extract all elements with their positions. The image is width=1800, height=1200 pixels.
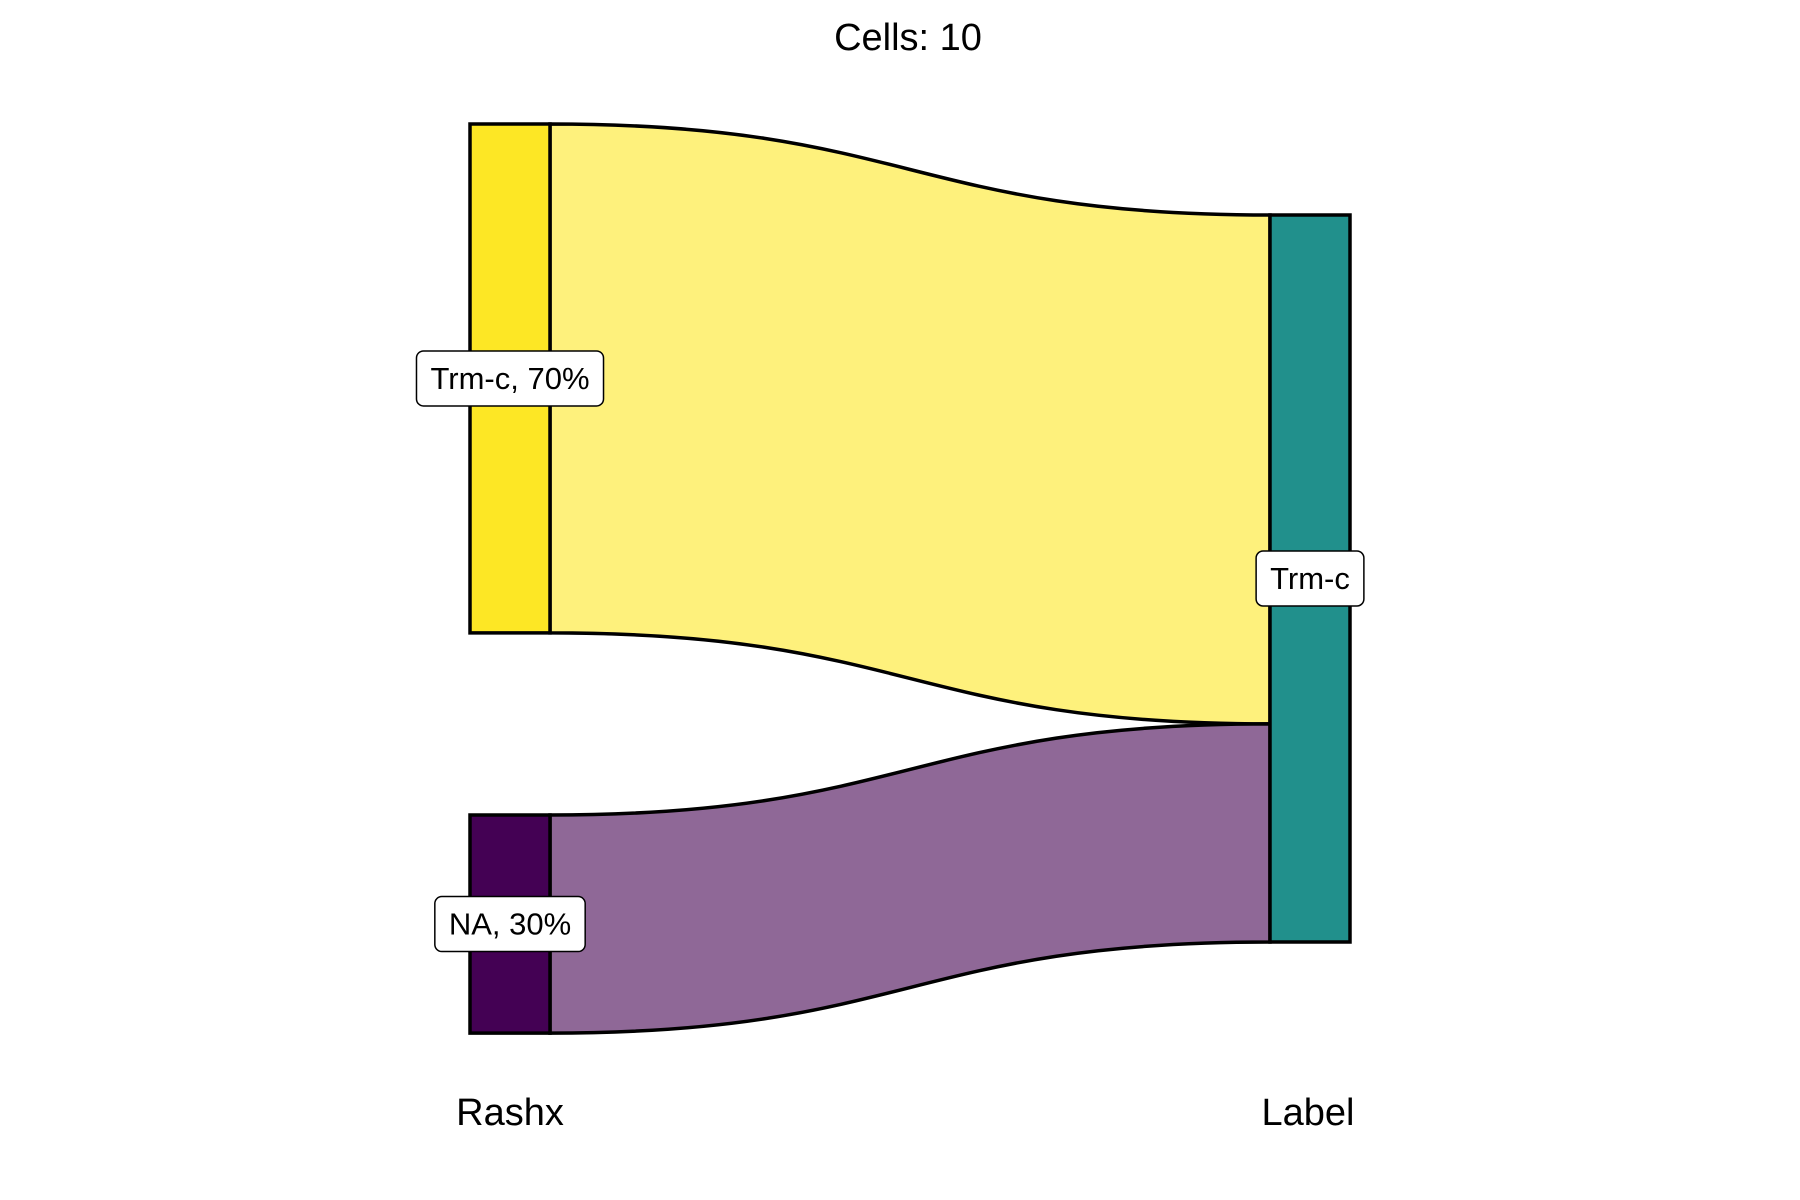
label-right-trm-c-box (1255, 550, 1365, 607)
chart-title: Cells: 10 (834, 17, 982, 59)
label-left-na-box (434, 895, 586, 953)
flows (548, 122, 1272, 1035)
axis-label-left: Rashx (456, 1092, 564, 1134)
flow-trm-c (548, 122, 1272, 726)
label-left-trm-c-text: Trm-c, 70% (430, 361, 589, 396)
label-right-trm-c-text: Trm-c (1270, 561, 1350, 596)
label-left-trm-c: Trm-c, 70% (415, 350, 605, 407)
node-labels: Trm-c, 70% NA, 30% Trm-c (415, 350, 1365, 953)
label-left-na: NA, 30% (434, 895, 586, 953)
axis-label-right: Label (1262, 1092, 1355, 1134)
label-right-trm-c: Trm-c (1255, 550, 1365, 607)
flow-na (548, 722, 1272, 1035)
label-left-trm-c-box (415, 350, 605, 407)
label-left-na-text: NA, 30% (449, 907, 571, 942)
